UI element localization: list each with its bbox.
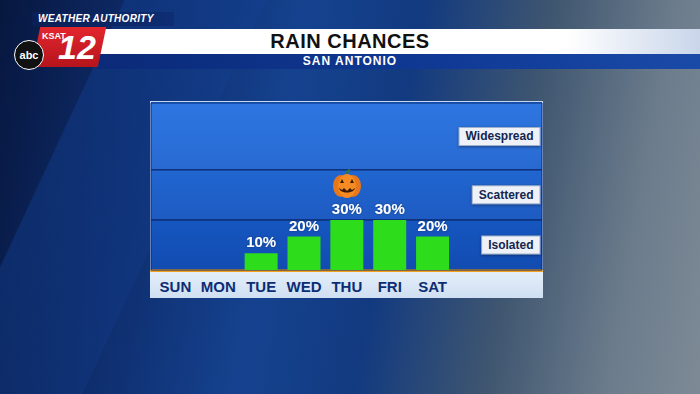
html-text:SAN ANTONIO: SAN ANTONIO	[302, 54, 398, 68]
html-text:KSAT: KSAT	[42, 31, 66, 41]
html-text:12: 12	[58, 28, 96, 66]
svg-text:FRI: FRI	[378, 278, 402, 295]
svg-text:THU: THU	[331, 278, 362, 295]
html-text:WEATHER AUTHORITY: WEATHER AUTHORITY	[38, 13, 154, 24]
svg-text:WED: WED	[287, 278, 322, 295]
html-text:abc: abc	[19, 49, 39, 61]
svg-text:SAT: SAT	[418, 278, 447, 295]
svg-text:Scattered: Scattered	[479, 188, 534, 202]
svg-text:30%: 30%	[332, 200, 362, 217]
svg-text:30%: 30%	[375, 200, 405, 217]
svg-text:MON: MON	[201, 278, 236, 295]
html-text:RAIN CHANCES: RAIN CHANCES	[270, 30, 430, 52]
svg-text:SUN: SUN	[160, 278, 192, 295]
svg-text:10%: 10%	[246, 233, 276, 250]
svg-text:TUE: TUE	[246, 278, 276, 295]
svg-text:20%: 20%	[418, 217, 448, 234]
svg-text:20%: 20%	[289, 217, 319, 234]
svg-text:Isolated: Isolated	[488, 238, 533, 252]
svg-text:Widespread: Widespread	[466, 129, 534, 143]
